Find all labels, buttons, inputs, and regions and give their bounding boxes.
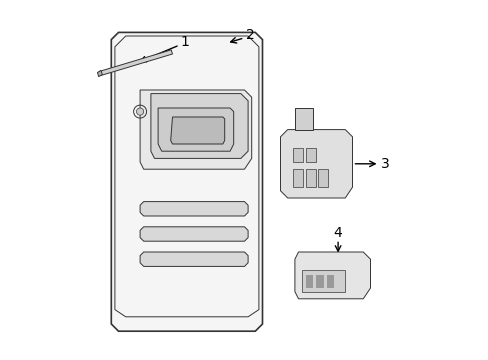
PathPatch shape (140, 227, 247, 241)
Bar (318, 169, 328, 187)
PathPatch shape (151, 94, 247, 158)
Bar (292, 148, 303, 162)
PathPatch shape (140, 202, 247, 216)
Bar (305, 148, 315, 162)
PathPatch shape (97, 71, 102, 77)
Bar (302, 270, 345, 292)
Text: 3: 3 (380, 157, 388, 171)
Bar (292, 169, 303, 187)
Bar (316, 275, 323, 288)
PathPatch shape (158, 108, 233, 151)
PathPatch shape (99, 50, 172, 76)
PathPatch shape (140, 90, 251, 169)
Text: 1: 1 (180, 36, 189, 49)
PathPatch shape (111, 32, 262, 331)
Bar (294, 108, 312, 130)
Bar (305, 275, 312, 288)
Circle shape (136, 108, 143, 115)
Text: 2: 2 (245, 28, 254, 42)
Bar (326, 275, 334, 288)
Bar (305, 169, 315, 187)
PathPatch shape (294, 252, 370, 299)
PathPatch shape (170, 117, 224, 144)
Text: 4: 4 (333, 226, 342, 240)
PathPatch shape (280, 130, 352, 198)
PathPatch shape (140, 252, 247, 266)
